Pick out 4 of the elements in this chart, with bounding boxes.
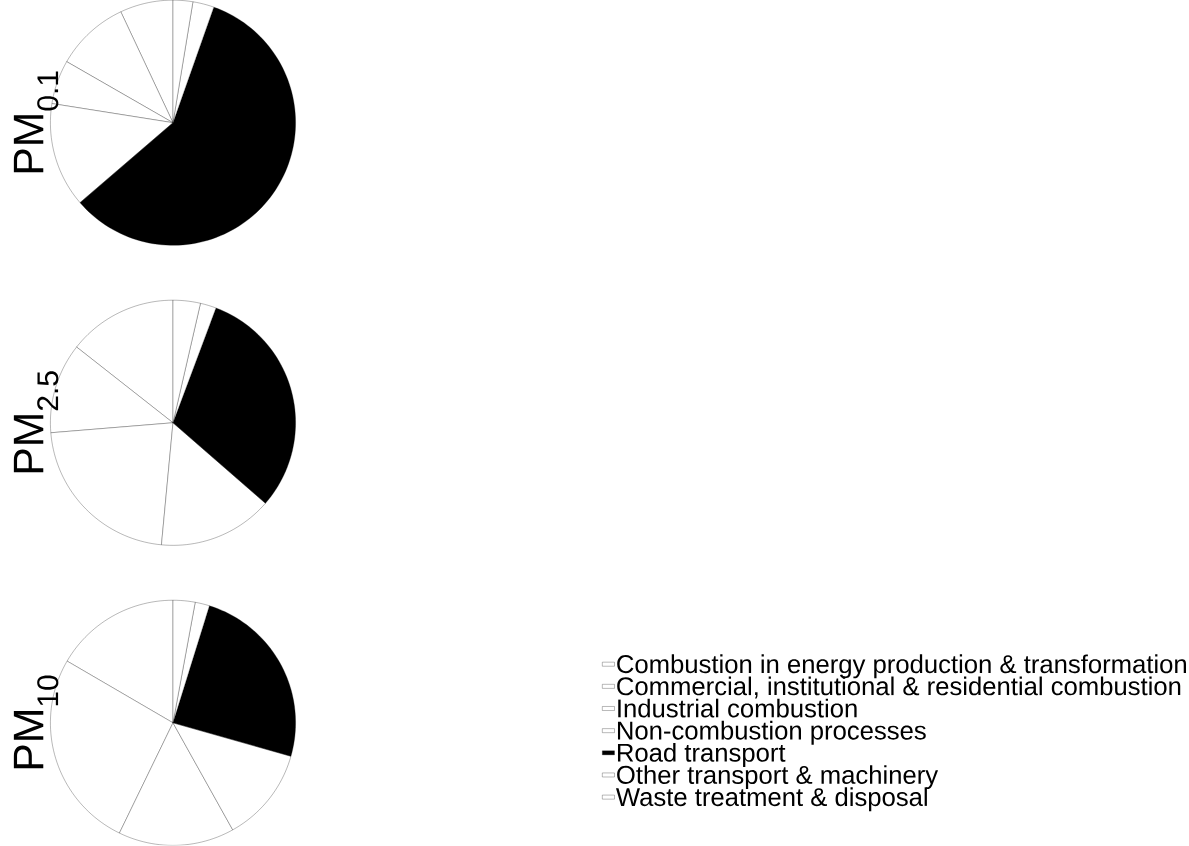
legend-label: Industrial combustion [618,698,857,718]
slice-label: PM$_{0.1}$ [13,71,59,173]
slice-label: PM$_{2.5}$ [13,371,59,473]
slice-label: PM$_{10}$ [13,675,59,769]
